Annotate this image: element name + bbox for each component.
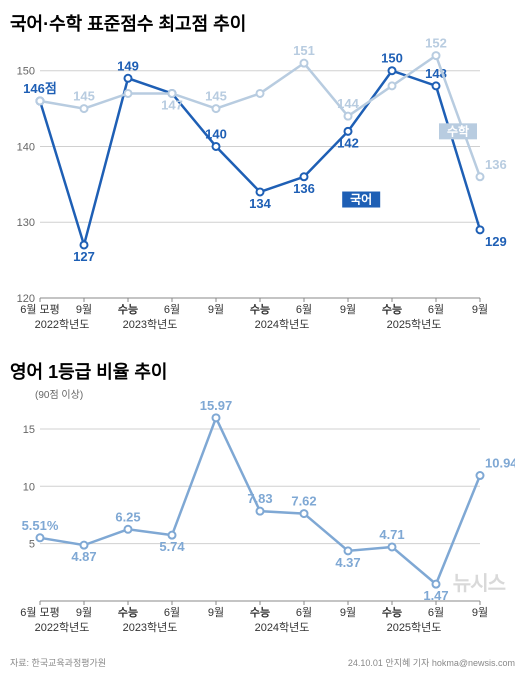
svg-text:4.71: 4.71 [379,527,404,542]
svg-text:5: 5 [29,539,35,551]
chart1-svg: 1201301401506월 모평9월수능6월9월수능6월9월수능6월9월202… [10,38,515,338]
svg-text:9월: 9월 [472,606,488,619]
svg-text:수능: 수능 [118,606,138,619]
svg-text:140: 140 [17,141,35,153]
svg-text:수능: 수능 [118,303,138,316]
svg-text:1.47: 1.47 [423,588,448,603]
svg-text:136: 136 [293,181,315,196]
svg-text:9월: 9월 [76,303,92,316]
svg-text:150: 150 [381,51,403,66]
svg-text:144: 144 [337,96,359,111]
svg-text:145: 145 [205,89,227,104]
chart2-svg: 5 10 15 6월 모평 9월 수능 6월 9월 수능 6월 9월 수능 6월 9월 2022학년도 202… [10,401,515,641]
svg-text:7.83: 7.83 [247,491,272,506]
svg-text:5.51%: 5.51% [22,518,59,533]
watermark: 뉴시스 [453,567,505,596]
chart2-title: 영어 1등급 비율 추이 [10,358,515,384]
svg-text:수능: 수능 [382,303,402,316]
svg-text:145: 145 [73,89,95,104]
chart1-title: 국어·수학 표준점수 최고점 추이 [10,10,515,36]
svg-text:수능: 수능 [250,606,270,619]
svg-text:4.87: 4.87 [71,549,96,564]
svg-text:2025학년도: 2025학년도 [387,621,442,634]
svg-text:149: 149 [117,58,139,73]
svg-text:127: 127 [73,249,95,264]
svg-text:134: 134 [249,196,271,211]
svg-text:10.94: 10.94 [485,456,515,471]
chart2-container: 5 10 15 6월 모평 9월 수능 6월 9월 수능 6월 9월 수능 6월 9월 2022학년도 202… [10,401,515,646]
svg-text:10: 10 [23,481,35,493]
svg-text:9월: 9월 [340,606,356,619]
svg-text:6월 모평: 6월 모평 [20,606,60,619]
chart2-subtitle: (90점 이상) [35,386,515,401]
svg-text:9월: 9월 [208,606,224,619]
chart1-container: 1201301401506월 모평9월수능6월9월수능6월9월수능6월9월202… [10,38,515,343]
svg-text:국어: 국어 [350,192,372,207]
svg-text:140: 140 [205,126,227,141]
svg-text:6월 모평: 6월 모평 [20,303,60,316]
svg-text:수능: 수능 [382,606,402,619]
svg-text:129: 129 [485,234,507,249]
svg-text:6월: 6월 [296,303,312,316]
footer: 자료: 한국교육과정평가원 24.10.01 안지혜 기자 hokma@news… [10,656,515,669]
svg-text:130: 130 [17,217,35,229]
svg-text:6월: 6월 [296,606,312,619]
svg-text:15.97: 15.97 [200,401,233,413]
credit-text: 24.10.01 안지혜 기자 hokma@newsis.com [348,656,515,669]
source-text: 자료: 한국교육과정평가원 [10,656,106,669]
svg-text:7.62: 7.62 [291,494,316,509]
svg-text:146점: 146점 [23,81,57,96]
svg-text:151: 151 [293,43,315,58]
svg-text:수학: 수학 [447,123,469,138]
svg-text:2025학년도: 2025학년도 [387,318,442,331]
svg-text:6월: 6월 [164,303,180,316]
svg-text:136: 136 [485,157,507,172]
svg-text:수능: 수능 [250,303,270,316]
svg-text:9월: 9월 [76,606,92,619]
svg-text:142: 142 [337,135,359,150]
svg-text:9월: 9월 [208,303,224,316]
svg-text:2023학년도: 2023학년도 [123,318,178,331]
svg-text:2023학년도: 2023학년도 [123,621,178,634]
svg-text:150: 150 [17,66,35,78]
svg-text:2022학년도: 2022학년도 [35,621,90,634]
svg-text:5.74: 5.74 [159,539,185,554]
svg-text:2024학년도: 2024학년도 [255,318,310,331]
svg-text:6월: 6월 [164,606,180,619]
svg-text:4.37: 4.37 [335,555,360,570]
svg-text:9월: 9월 [472,303,488,316]
svg-text:9월: 9월 [340,303,356,316]
svg-text:147: 147 [161,97,183,112]
svg-text:2024학년도: 2024학년도 [255,621,310,634]
svg-text:2022학년도: 2022학년도 [35,318,90,331]
svg-text:6.25: 6.25 [115,509,140,524]
svg-text:6월: 6월 [428,303,444,316]
svg-text:6월: 6월 [428,606,444,619]
svg-text:15: 15 [23,424,35,436]
svg-text:152: 152 [425,38,447,51]
